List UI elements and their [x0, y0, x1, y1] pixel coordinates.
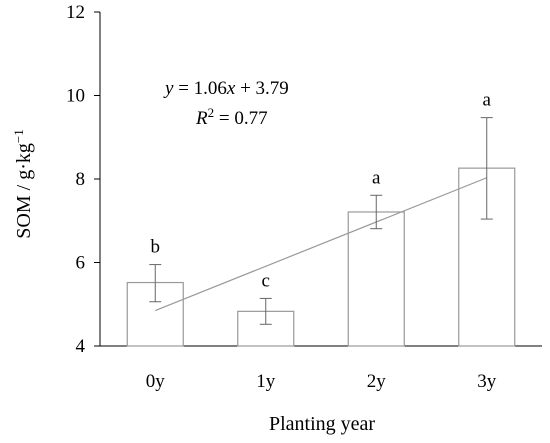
x-ticks: 0y 1y 2y 3y	[146, 371, 497, 392]
error-bar-1y	[259, 297, 272, 325]
significance-letter-2y: a	[372, 167, 381, 188]
significance-letter-1y: c	[262, 270, 270, 291]
error-bar-0y	[149, 264, 162, 303]
trendline	[155, 177, 487, 312]
error-bar-2y	[370, 194, 383, 230]
bars	[126, 167, 516, 347]
x-tick-label-0y: 0y	[146, 371, 166, 392]
x-tick-label-1y: 1y	[256, 371, 276, 392]
y-axis-title: SOM / g·kg−1	[11, 129, 36, 238]
y-tick-label: 8	[76, 169, 86, 190]
y-tick-label: 4	[76, 336, 86, 357]
x-tick-label-3y: 3y	[477, 371, 497, 392]
y-tick-label: 6	[76, 253, 86, 274]
x-axis-title: Planting year	[269, 413, 375, 435]
significance-letter-0y: b	[151, 237, 161, 258]
significance-letters: b c a a	[151, 90, 492, 292]
x-tick-label-2y: 2y	[367, 371, 387, 392]
error-bars	[149, 117, 493, 325]
r-squared: R2 = 0.77	[195, 105, 268, 130]
error-bar-3y	[480, 117, 493, 220]
y-ticks: 4 6 8 10 12	[66, 2, 100, 357]
regression-equation: y = 1.06x + 3.79	[163, 78, 289, 99]
trendline-group	[155, 177, 487, 312]
y-tick-label: 10	[66, 86, 85, 107]
significance-letter-3y: a	[483, 90, 492, 111]
bar-2y	[347, 211, 405, 347]
y-tick-label: 12	[66, 2, 85, 23]
